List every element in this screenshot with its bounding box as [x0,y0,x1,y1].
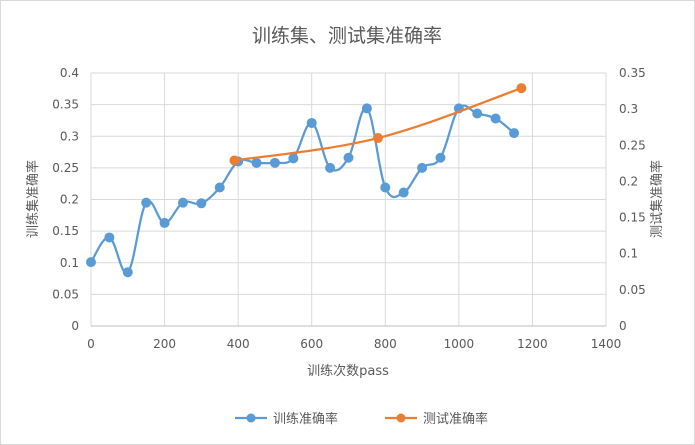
data-point [197,199,206,208]
y2-tick-label: 0.1 [619,247,638,261]
x-tick-label: 600 [300,337,323,351]
legend-label: 测试准确率 [423,411,488,427]
y-tick-label: 0.15 [52,224,79,238]
data-point [252,158,261,167]
data-point [215,183,224,192]
data-point [381,183,390,192]
x-tick-label: 1200 [517,337,548,351]
data-point [289,154,298,163]
legend-marker [397,414,406,423]
y2-axis-label: 测试集准确率 [649,160,665,238]
data-point [418,163,427,172]
y-tick-label: 0.25 [52,161,79,175]
y-tick-label: 0.35 [52,98,79,112]
x-tick-label: 200 [153,337,176,351]
x-axis-label: 训练次数pass [307,363,389,379]
data-point [510,129,519,138]
data-point [270,158,279,167]
legend-label: 训练准确率 [273,411,338,427]
y-tick-label: 0.3 [60,129,79,143]
data-point [399,188,408,197]
y-axis-label: 训练集准确率 [25,160,41,238]
x-tick-label: 0 [87,337,95,351]
y2-tick-label: 0.25 [619,138,646,152]
data-point [105,233,114,242]
x-tick-label: 800 [374,337,397,351]
y2-tick-label: 0 [619,319,627,333]
y-tick-label: 0.4 [60,66,79,80]
data-point [373,134,382,143]
y2-tick-label: 0.3 [619,102,638,116]
y2-tick-label: 0.2 [619,174,638,188]
data-point [123,268,132,277]
data-point [491,114,500,123]
y-tick-label: 0 [71,319,79,333]
data-point [178,198,187,207]
y2-tick-label: 0.35 [619,66,646,80]
data-point [87,258,96,267]
data-point [307,118,316,127]
series-1 [87,104,519,277]
data-point [436,153,445,162]
data-point [230,156,239,165]
x-tick-label: 1000 [444,337,475,351]
data-point [160,218,169,227]
legend-marker [247,414,256,423]
y2-tick-label: 0.15 [619,211,646,225]
data-point [517,84,526,93]
y-tick-label: 0.05 [52,287,79,301]
y-tick-label: 0.2 [60,193,79,207]
x-tick-label: 1400 [591,337,622,351]
data-point [362,104,371,113]
chart-title: 训练集、测试集准确率 [252,25,442,47]
data-point [473,109,482,118]
x-tick-label: 400 [227,337,250,351]
data-point [326,163,335,172]
axes: 0 0.05 0.1 0.15 0.2 0.25 0.3 0.35 0.4 0 200 400 600 8… [52,66,645,351]
legend: 训练准确率 测试准确率 [235,411,488,427]
data-point [142,198,151,207]
y2-tick-label: 0.05 [619,283,646,297]
series-layer [87,84,526,277]
y-tick-label: 0.1 [60,256,79,270]
series-line [91,106,514,273]
gridlines [91,73,606,326]
data-point [344,153,353,162]
